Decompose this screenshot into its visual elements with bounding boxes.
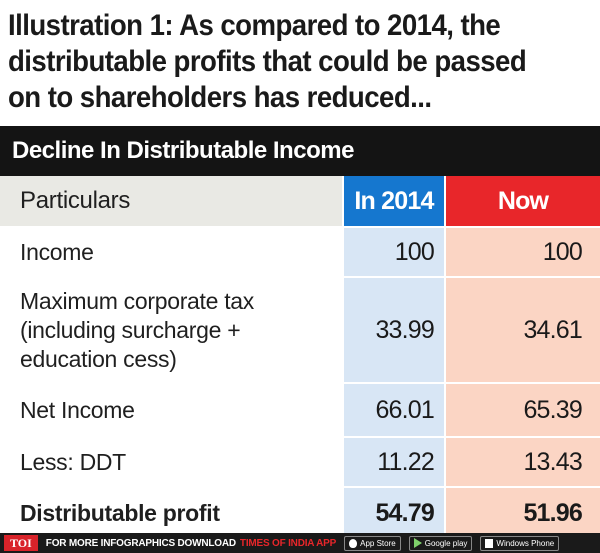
row-value-2014: 66.01 xyxy=(342,384,444,436)
footer-text: FOR MORE INFOGRAPHICS DOWNLOAD xyxy=(45,537,236,549)
row-label: Income xyxy=(20,238,94,265)
google-play-badge[interactable]: Google play xyxy=(408,535,473,551)
table-header-row: Particulars In 2014 Now xyxy=(0,176,600,228)
table-row: Net Income 66.01 65.39 xyxy=(0,384,600,438)
store-label: App Store xyxy=(360,538,396,548)
headline-line-1: Illustration 1: As compared to 2014, the xyxy=(8,9,501,42)
row-label: Net Income xyxy=(20,396,135,423)
footer-bar: TOI FOR MORE INFOGRAPHICS DOWNLOAD TIMES… xyxy=(0,533,600,553)
row-value-2014: 54.79 xyxy=(342,488,444,538)
row-label: Distributable profit xyxy=(20,499,220,526)
windows-phone-badge[interactable]: Windows Phone xyxy=(480,535,560,551)
app-store-badge[interactable]: App Store xyxy=(344,535,401,551)
store-label: Google play xyxy=(424,538,468,548)
table-title: Decline In Distributable Income xyxy=(0,126,600,176)
headline: Illustration 1: As compared to 2014, the… xyxy=(8,8,597,116)
windows-icon xyxy=(485,538,494,548)
header-in-2014: In 2014 xyxy=(342,176,444,226)
apple-icon xyxy=(349,538,358,548)
toi-logo: TOI xyxy=(4,535,38,551)
headline-line-2: distributable profits that could be pass… xyxy=(8,45,527,78)
row-label-line: education cess) xyxy=(20,345,177,372)
headline-line-3: on to shareholders has reduced... xyxy=(8,81,432,114)
row-label: Less: DDT xyxy=(20,448,126,475)
table-row: Income 100 100 xyxy=(0,228,600,278)
row-label-line: Maximum corporate tax xyxy=(20,287,254,314)
row-value-2014: 11.22 xyxy=(342,438,444,486)
row-value-2014: 100 xyxy=(342,228,444,276)
footer-brand: TIMES OF INDIA APP xyxy=(239,537,337,549)
play-icon xyxy=(413,538,422,548)
table-row-total: Distributable profit 54.79 51.96 xyxy=(0,488,600,538)
row-value-2014: 33.99 xyxy=(342,278,444,382)
row-value-now: 65.39 xyxy=(444,384,600,436)
row-label-line: (including surcharge + xyxy=(20,316,241,343)
table-row: Less: DDT 11.22 13.43 xyxy=(0,438,600,488)
row-value-now: 13.43 xyxy=(444,438,600,486)
header-particulars: Particulars xyxy=(0,176,342,226)
distributable-income-table: Decline In Distributable Income Particul… xyxy=(0,126,600,538)
row-label: Maximum corporate tax (including surchar… xyxy=(0,278,342,382)
table-row: Maximum corporate tax (including surchar… xyxy=(0,278,600,384)
header-now: Now xyxy=(444,176,600,226)
row-value-now: 100 xyxy=(444,228,600,276)
row-value-now: 51.96 xyxy=(444,488,600,538)
store-label: Windows Phone xyxy=(496,538,555,548)
row-value-now: 34.61 xyxy=(444,278,600,382)
